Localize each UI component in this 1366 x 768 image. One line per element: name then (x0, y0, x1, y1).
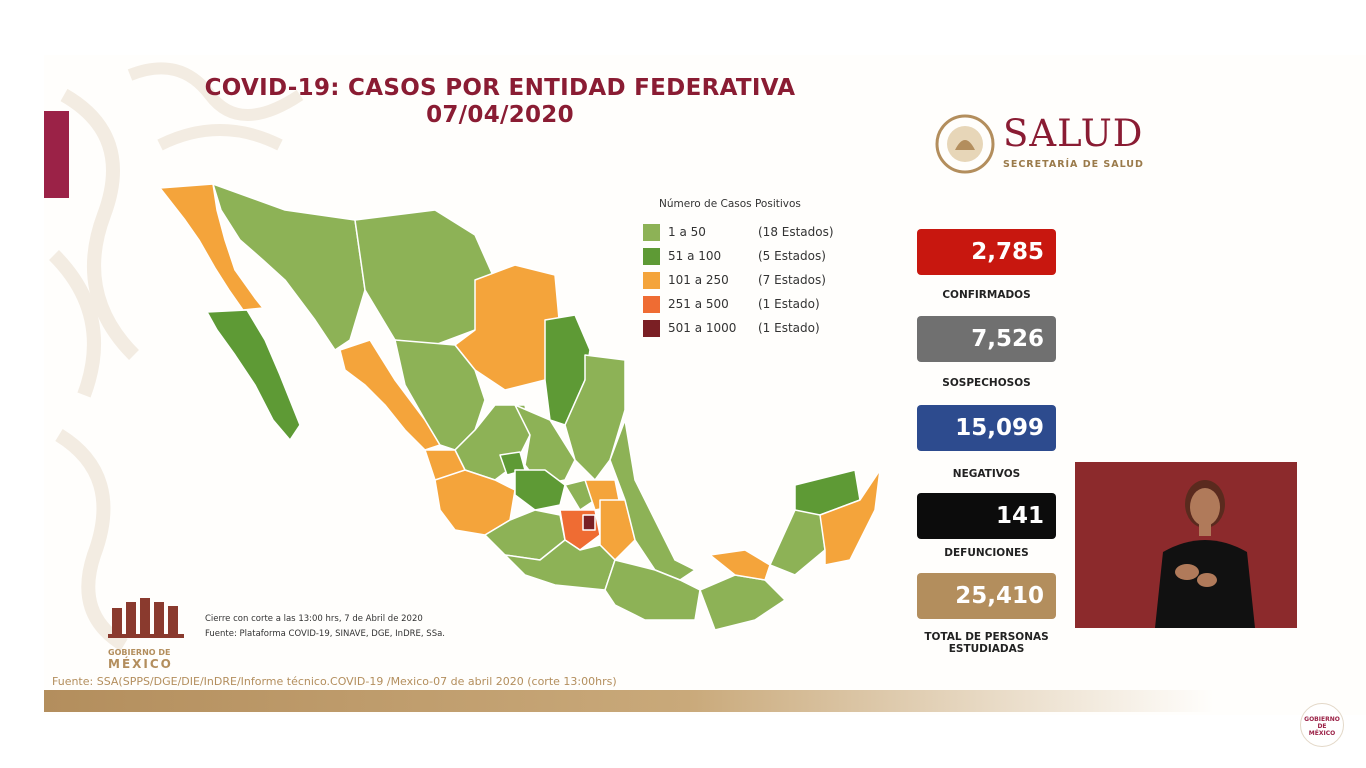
suspected-label: SOSPECHOSOS (942, 377, 1031, 389)
legend-count: (7 Estados) (758, 273, 826, 287)
legend-item: 501 a 1000 (1 Estado) (643, 316, 834, 340)
legend-swatch (643, 247, 660, 265)
corner-logo: GOBIERNO DE MÉXICO (1300, 703, 1344, 747)
footnote-source: Fuente: Plataforma COVID-19, SINAVE, DGE… (205, 629, 446, 639)
legend-range: 101 a 250 (668, 273, 729, 287)
legend-range: 251 a 500 (668, 297, 729, 311)
salud-logo (935, 114, 995, 174)
heroes-silhouette-icon (108, 598, 184, 638)
legend-swatch (643, 271, 660, 289)
corner-logo-line1: GOBIERNO DE (1304, 716, 1340, 730)
state-baja-california (159, 183, 264, 311)
legend-swatch (643, 223, 660, 241)
legend-count: (1 Estado) (758, 321, 820, 335)
footnote-cutoff: Cierre con corte a las 13:00 hrs, 7 de A… (205, 614, 423, 624)
bottom-gold-bar (44, 690, 1214, 712)
total-tested-value: 25,410 (917, 573, 1056, 619)
state-coahuila (454, 264, 561, 391)
salud-logo-subtitle: SECRETARÍA DE SALUD (1003, 159, 1144, 170)
map-footnote: Cierre con corte a las 13:00 hrs, 7 de A… (205, 612, 445, 642)
state-puebla (599, 499, 636, 561)
legend-count: (5 Estados) (758, 249, 826, 263)
background-pattern-left (48, 88, 140, 652)
state-chihuahua (354, 209, 496, 346)
total-tested-label-line2: ESTUDIADAS (948, 643, 1025, 655)
page-title: COVID-19: CASOS POR ENTIDAD FEDERATIVA 0… (170, 75, 830, 129)
accent-bar (44, 111, 69, 198)
state-guanajuato (514, 469, 566, 511)
gob-logo-line2: MÉXICO (108, 657, 173, 671)
state-baja-california-sur (206, 309, 301, 441)
legend-range: 501 a 1000 (668, 321, 737, 335)
corner-logo-line2: MÉXICO (1308, 730, 1336, 737)
total-tested-label: TOTAL DE PERSONAS ESTUDIADAS (917, 631, 1056, 655)
salud-logo-text: SALUD (1003, 112, 1144, 155)
confirmed-label: CONFIRMADOS (942, 289, 1031, 301)
state-sonora (212, 183, 366, 351)
deaths-label: DEFUNCIONES (944, 547, 1029, 559)
interpreter-figure (1155, 480, 1255, 628)
confirmed-value: 2,785 (917, 229, 1056, 275)
gob-logo-line1: GOBIERNO DE (108, 648, 171, 657)
legend-item: 101 a 250 (7 Estados) (643, 268, 834, 292)
negative-value: 15,099 (917, 405, 1056, 451)
state-quintana-roo (819, 469, 881, 566)
source-citation: Fuente: SSA(SPPS/DGE/DIE/InDRE/Informe t… (52, 675, 617, 688)
title-line-1: COVID-19: CASOS POR ENTIDAD FEDERATIVA (204, 75, 796, 101)
eagle-seal-icon (935, 114, 995, 174)
background-pattern-top (127, 62, 304, 151)
suspected-value: 7,526 (917, 316, 1056, 362)
state-campeche (769, 509, 826, 576)
title-date: 07/04/2020 (426, 102, 574, 128)
legend-swatch (643, 295, 660, 313)
deaths-value: 141 (917, 493, 1056, 539)
gobierno-de-mexico-logo: GOBIERNO DE MÉXICO (104, 588, 204, 678)
mexico-map (159, 183, 881, 631)
total-tested-label-line1: TOTAL DE PERSONAS (924, 631, 1049, 643)
legend-count: (1 Estado) (758, 297, 820, 311)
negative-label: NEGATIVOS (952, 468, 1021, 480)
state-veracruz (609, 419, 696, 581)
legend-item: 251 a 500 (1 Estado) (643, 292, 834, 316)
legend-title: Número de Casos Positivos (659, 198, 801, 210)
legend-item: 51 a 100 (5 Estados) (643, 244, 834, 268)
state-tabasco (709, 549, 771, 581)
legend-item: 1 a 50 (18 Estados) (643, 220, 834, 244)
map-legend: Número de Casos Positivos 1 a 50 (18 Est… (643, 198, 834, 340)
legend-count: (18 Estados) (758, 225, 834, 239)
legend-range: 1 a 50 (668, 225, 706, 239)
state-guerrero (504, 539, 616, 591)
state-chiapas (699, 574, 786, 631)
legend-range: 51 a 100 (668, 249, 722, 263)
state-cdmx (582, 514, 596, 531)
sign-language-interpreter-video (1075, 462, 1297, 628)
legend-swatch (643, 319, 660, 337)
